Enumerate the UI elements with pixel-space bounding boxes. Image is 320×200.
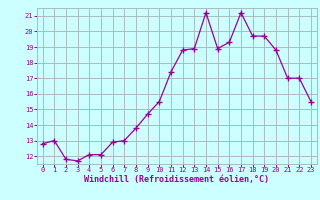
- X-axis label: Windchill (Refroidissement éolien,°C): Windchill (Refroidissement éolien,°C): [84, 175, 269, 184]
